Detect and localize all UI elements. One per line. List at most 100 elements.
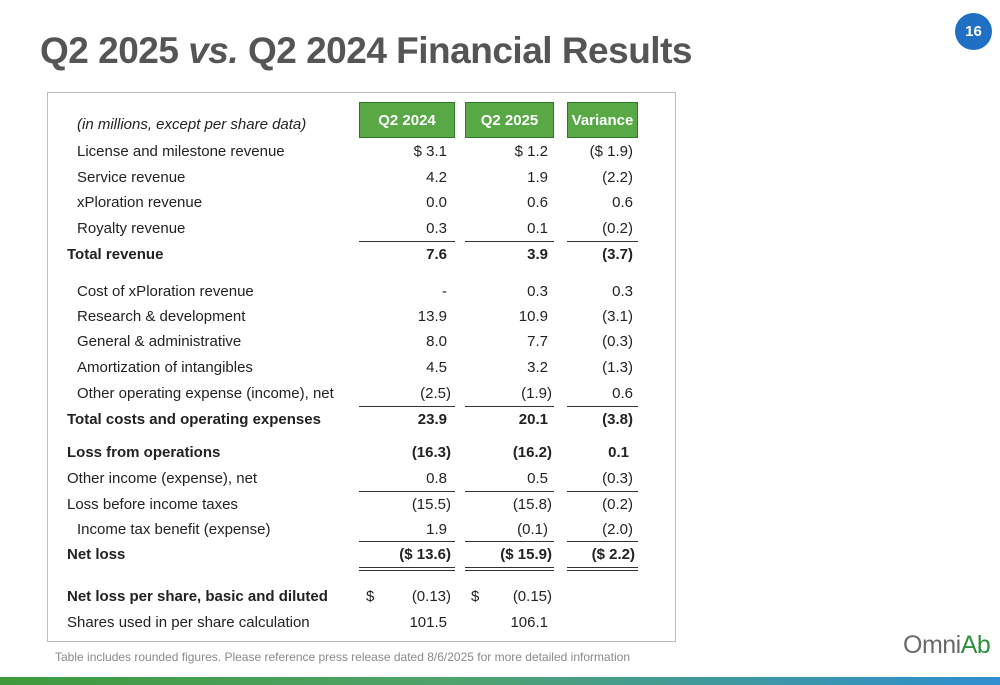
table-row-amortization: Amortization of intangibles 4.5 3.2 (1.3…	[0, 357, 680, 379]
value-variance: 0.6	[612, 194, 633, 211]
title-part2: Q2 2024 Financial Results	[238, 30, 693, 71]
subtotal-rule	[465, 491, 554, 492]
value-q2-2025: (16.2)	[512, 444, 552, 461]
value-variance: (0.2)	[602, 496, 633, 513]
row-label: License and milestone revenue	[77, 143, 285, 160]
value-q2-2025: 0.5	[527, 470, 548, 487]
omniab-logo: OmniAb	[903, 631, 991, 660]
table-row-other-income: Other income (expense), net 0.8 0.5 (0.3…	[0, 468, 680, 490]
table-row-shares: Shares used in per share calculation 101…	[0, 612, 680, 634]
total-double-rule	[465, 567, 554, 571]
value-q2-2024: 0.0	[426, 194, 447, 211]
value-variance: (2.0)	[602, 521, 633, 538]
units-note: (in millions, except per share data)	[77, 116, 307, 133]
table-row-loss-operations: Loss from operations (16.3) (16.2) 0.1	[0, 442, 680, 464]
value-q2-2024: (16.3)	[411, 444, 451, 461]
value-q2-2025: 7.7	[527, 333, 548, 350]
value-q2-2024: -	[442, 283, 447, 300]
subtotal-rule	[465, 541, 554, 542]
row-label: Net loss per share, basic and diluted	[67, 588, 328, 605]
subtotal-rule	[359, 241, 455, 242]
footnote: Table includes rounded figures. Please r…	[55, 650, 631, 664]
row-label: Research & development	[77, 308, 246, 325]
row-label: Cost of xPloration revenue	[77, 283, 254, 300]
value-variance: (3.8)	[602, 411, 633, 428]
logo-ab: Ab	[960, 631, 991, 659]
value-q2-2025: 0.1	[527, 220, 548, 237]
table-row-other-opex: Other operating expense (income), net (2…	[0, 383, 680, 405]
row-label: Royalty revenue	[77, 220, 186, 237]
row-label: Loss before income taxes	[67, 496, 238, 513]
value-q2-2025: (0.1)	[517, 521, 548, 538]
value-q2-2024: (0.13)	[411, 588, 451, 605]
value-q2-2025: 3.2	[527, 359, 548, 376]
currency-sign: $	[366, 588, 375, 605]
subtotal-rule	[567, 491, 638, 492]
value-variance: (0.3)	[602, 470, 633, 487]
row-label: Other income (expense), net	[67, 470, 258, 487]
row-label: xPloration revenue	[77, 194, 203, 211]
value-variance: (0.2)	[602, 220, 633, 237]
row-label: Net loss	[67, 546, 126, 563]
subtotal-rule	[465, 406, 554, 407]
row-label: Loss from operations	[67, 444, 221, 461]
row-label: Total costs and operating expenses	[67, 411, 321, 428]
currency-sign: $	[471, 588, 480, 605]
value-q2-2024: 0.3	[426, 220, 447, 237]
total-double-rule	[567, 567, 638, 571]
subtotal-rule	[359, 541, 455, 542]
value-variance: (2.2)	[602, 169, 633, 186]
value-q2-2024: 23.9	[417, 411, 447, 428]
table-row-eps-values: $ (0.13) $ (0.15)	[0, 586, 680, 608]
logo-omni: Omni	[903, 631, 961, 659]
table-row-total-revenue: Total revenue 7.6 3.9 (3.7)	[0, 244, 680, 266]
value-q2-2025: ($ 15.9)	[500, 546, 552, 563]
value-variance: ($ 1.9)	[589, 143, 633, 160]
subtotal-rule	[567, 541, 638, 542]
value-q2-2024: 4.5	[426, 359, 447, 376]
bottom-accent-bar	[0, 677, 1000, 685]
value-variance: ($ 2.2)	[591, 546, 635, 563]
row-label: Service revenue	[77, 169, 186, 186]
table-row-loss-before-tax: Loss before income taxes (15.5) (15.8) (…	[0, 494, 680, 516]
value-q2-2024: ($ 13.6)	[399, 546, 451, 563]
row-label: Total revenue	[67, 246, 164, 263]
table-row-rnd: Research & development 13.9 10.9 (3.1)	[0, 306, 680, 328]
value-variance: 0.6	[612, 385, 633, 402]
title-vs: vs.	[188, 30, 239, 71]
value-q2-2024: 1.9	[426, 521, 447, 538]
value-q2-2024: 101.5	[409, 614, 447, 631]
table-row-service: Service revenue 4.2 1.9 (2.2)	[0, 167, 680, 189]
row-label: Income tax benefit (expense)	[77, 521, 271, 538]
value-variance: (3.7)	[602, 246, 633, 263]
value-variance: 0.3	[612, 283, 633, 300]
value-q2-2024: 8.0	[426, 333, 447, 350]
table-row-royalty: Royalty revenue 0.3 0.1 (0.2)	[0, 218, 680, 240]
value-q2-2024: 0.8	[426, 470, 447, 487]
row-label: Shares used in per share calculation	[67, 614, 310, 631]
value-q2-2024: 13.9	[417, 308, 447, 325]
financial-table-panel	[47, 92, 676, 642]
value-q2-2025: 1.9	[527, 169, 548, 186]
page-number-badge: 16	[955, 13, 992, 50]
value-q2-2025: 10.9	[518, 308, 548, 325]
slide-title: Q2 2025 vs. Q2 2024 Financial Results	[40, 30, 692, 72]
table-row-tax-benefit: Income tax benefit (expense) 1.9 (0.1) (…	[0, 519, 680, 541]
table-row-license: License and milestone revenue $ 3.1 $ 1.…	[0, 141, 680, 163]
value-q2-2025: 3.9	[527, 246, 548, 263]
value-q2-2024: $ 3.1	[413, 143, 447, 160]
title-part1: Q2 2025	[40, 30, 189, 71]
row-label: Other operating expense (income), net	[77, 385, 334, 402]
value-variance: 0.1	[608, 444, 629, 461]
table-row-cost-xploration: Cost of xPloration revenue - 0.3 0.3	[0, 281, 680, 303]
value-q2-2024: 7.6	[426, 246, 447, 263]
row-label: Amortization of intangibles	[77, 359, 253, 376]
header-q2-2024: Q2 2024	[359, 102, 455, 138]
subtotal-rule	[359, 491, 455, 492]
value-q2-2025: (0.15)	[512, 588, 552, 605]
value-q2-2024: (2.5)	[420, 385, 451, 402]
value-q2-2024: 4.2	[426, 169, 447, 186]
table-row-xploration: xPloration revenue 0.0 0.6 0.6	[0, 192, 680, 214]
subtotal-rule	[465, 241, 554, 242]
header-variance: Variance	[567, 102, 638, 138]
